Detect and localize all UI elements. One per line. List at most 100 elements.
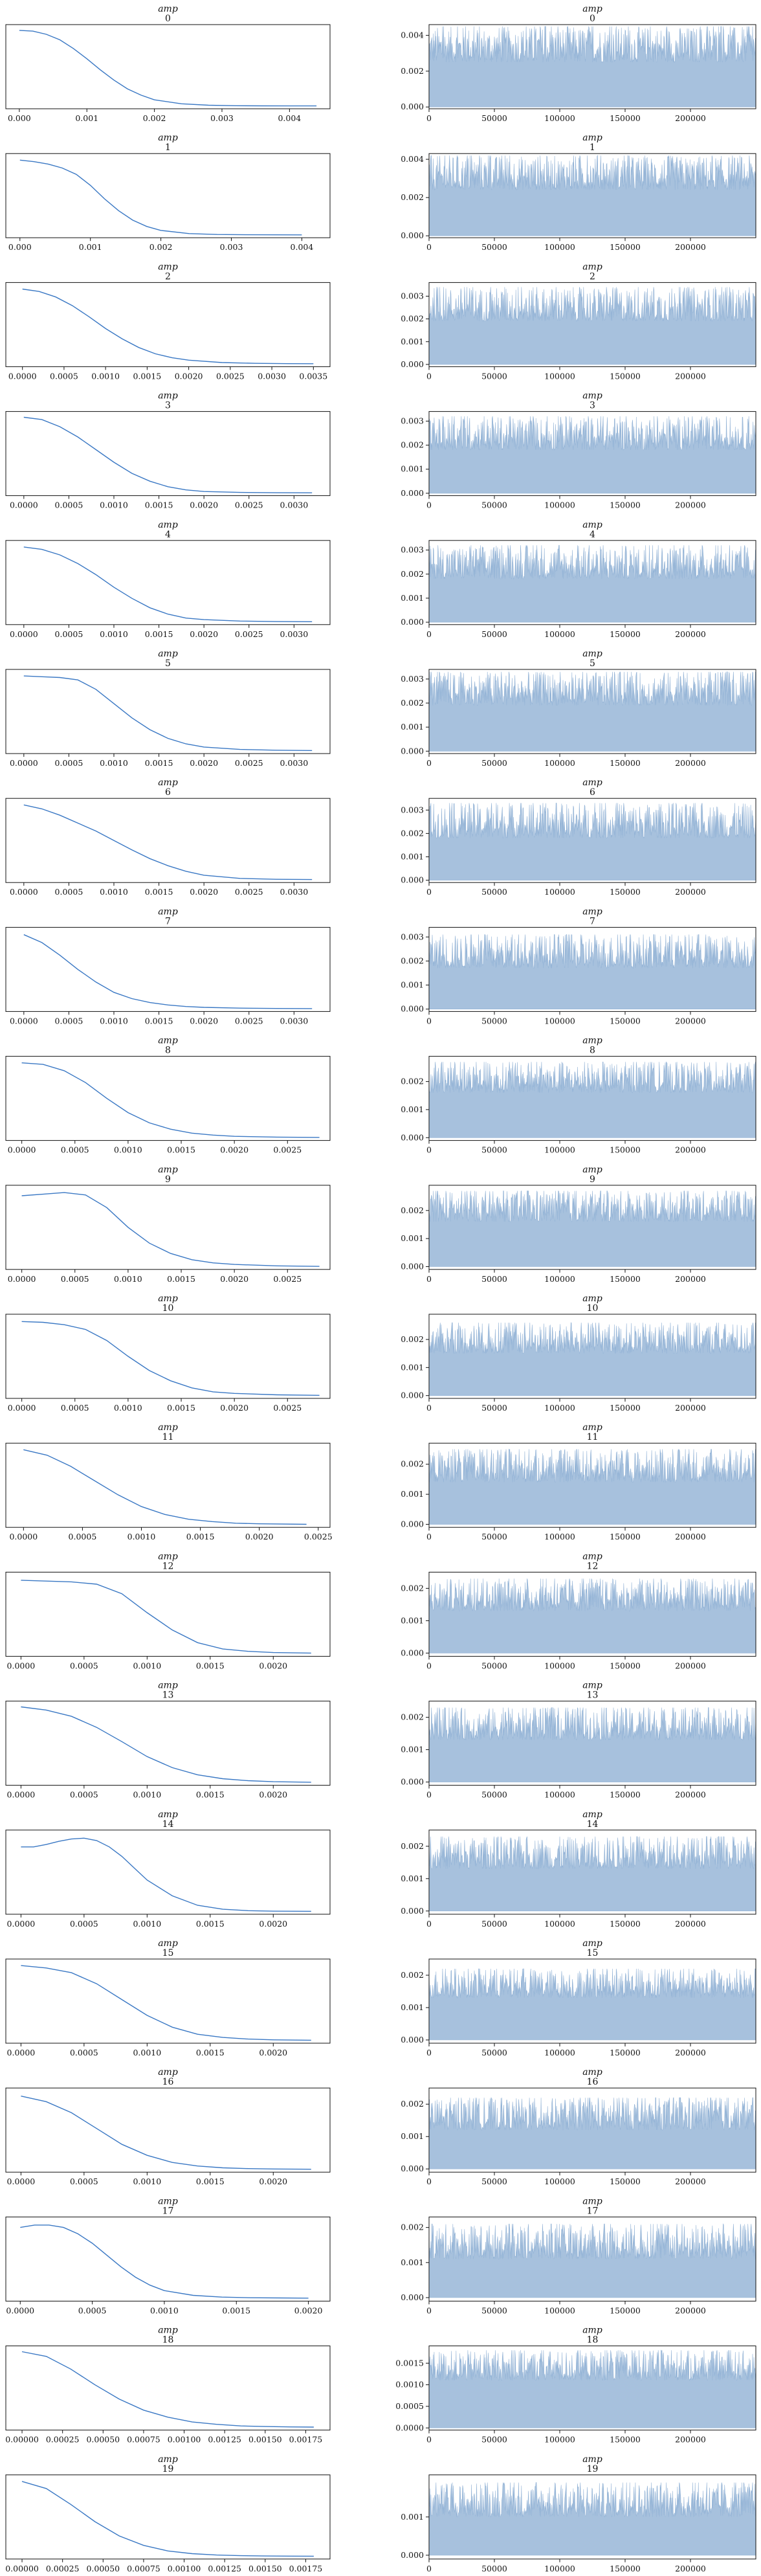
y-tick-label: 0.002 — [401, 66, 424, 76]
kde-curve — [23, 1449, 307, 1525]
kde-curve — [21, 1321, 320, 1396]
panel-title-index: 10 — [162, 1303, 174, 1314]
x-tick-label: 0.0030 — [280, 500, 308, 510]
kde-curve — [21, 1706, 311, 1783]
x-tick-label: 0.0000 — [8, 371, 37, 381]
x-tick-label: 0.0005 — [55, 758, 83, 768]
panel-title-index: 8 — [165, 1046, 171, 1056]
x-tick-label: 0.0000 — [10, 629, 38, 639]
x-tick-label: 0.0020 — [190, 887, 218, 897]
x-tick-label: 150000 — [610, 2048, 641, 2057]
x-tick-label: 100000 — [544, 1274, 575, 1284]
panel-title-var: amp — [582, 391, 602, 401]
x-tick-label: 0.0015 — [196, 1790, 225, 1800]
x-tick-label: 0.0030 — [280, 629, 308, 639]
x-tick-label: 0.00075 — [127, 2564, 160, 2573]
x-tick-label: 0.0010 — [133, 2048, 161, 2057]
axes-frame — [428, 2216, 756, 2302]
panel-title-var: amp — [582, 2454, 602, 2465]
kde-curve — [19, 30, 317, 107]
trace-samples — [428, 1707, 756, 1782]
y-tick-label: 0.001 — [401, 1745, 424, 1754]
x-tick-label: 200000 — [675, 1790, 706, 1800]
x-tick-label: 0.0005 — [70, 1790, 98, 1800]
axes-frame — [5, 1571, 331, 1657]
axes-frame — [428, 411, 756, 497]
y-tick-label: 0.000 — [401, 1648, 424, 1657]
y-tick-label: 0.000 — [401, 746, 424, 756]
x-tick-label: 0.0005 — [70, 2177, 98, 2186]
x-tick-label: 200000 — [675, 1403, 706, 1413]
trace-samples — [428, 1968, 756, 2041]
x-tick-label: 0.0025 — [235, 629, 263, 639]
panel-title-index: 11 — [587, 1432, 599, 1442]
panel-title-index: 17 — [587, 2206, 599, 2216]
x-tick-label: 0.00025 — [46, 2564, 80, 2573]
x-tick-label: 0.0025 — [235, 887, 263, 897]
x-tick-label: 100000 — [544, 500, 575, 510]
x-tick-label: 0.0010 — [133, 1919, 161, 1929]
axes-frame — [428, 1958, 756, 2044]
axes-frame — [428, 1571, 756, 1657]
y-tick-label: 0.002 — [401, 314, 424, 324]
panel-title-var: amp — [582, 1809, 602, 1820]
x-tick-label: 0.0000 — [7, 2177, 36, 2186]
x-tick-label: 0 — [426, 1016, 432, 1025]
x-tick-label: 0.002 — [143, 113, 166, 123]
x-tick-label: 0.0010 — [100, 629, 128, 639]
x-tick-label: 100000 — [544, 2305, 575, 2315]
panel-title-var: amp — [582, 1938, 602, 1949]
trace-samples — [428, 1061, 756, 1138]
x-tick-label: 0 — [426, 500, 432, 510]
trace-samples — [428, 803, 756, 880]
axes-frame — [428, 24, 756, 109]
panel-title-index: 18 — [162, 2335, 174, 2346]
x-tick-label: 100000 — [544, 1145, 575, 1155]
x-tick-label: 0.0025 — [216, 371, 245, 381]
x-tick-label: 0.0005 — [55, 500, 83, 510]
y-tick-label: 0.000 — [401, 1906, 424, 1916]
x-tick-label: 0.0005 — [50, 371, 78, 381]
panel-title-index: 11 — [162, 1432, 174, 1442]
axes-frame — [5, 282, 331, 367]
axes-frame — [428, 1701, 756, 1786]
panel-title-index: 15 — [162, 1948, 174, 1958]
axes-frame — [428, 2346, 756, 2431]
x-tick-label: 0.00000 — [5, 2564, 39, 2573]
y-tick-label: 0.002 — [401, 828, 424, 838]
y-tick-label: 0.003 — [401, 674, 424, 684]
y-tick-label: 0.000 — [401, 230, 424, 240]
axes-frame — [428, 1314, 756, 1399]
x-tick-label: 0.0000 — [8, 1145, 36, 1155]
x-tick-label: 0.0020 — [245, 1532, 274, 1541]
x-tick-label: 0.0000 — [7, 1790, 36, 1800]
x-tick-label: 150000 — [610, 2305, 641, 2315]
panel-title-index: 17 — [162, 2206, 174, 2216]
y-tick-label: 0.002 — [401, 1334, 424, 1344]
y-tick-label: 0.000 — [401, 1519, 424, 1529]
axes-frame — [5, 2474, 331, 2560]
x-tick-label: 0 — [426, 887, 432, 897]
kde-curve — [22, 288, 314, 364]
panel-title-var: amp — [582, 906, 602, 917]
x-tick-label: 0 — [426, 1145, 432, 1155]
x-tick-label: 0.0005 — [78, 2305, 107, 2315]
panel-title-index: 9 — [165, 1174, 171, 1185]
x-tick-label: 150000 — [610, 887, 641, 897]
x-tick-label: 0.0020 — [220, 1145, 248, 1155]
x-tick-label: 0.0000 — [10, 758, 38, 768]
panel-title-var: amp — [582, 2325, 602, 2336]
x-tick-label: 0.000 — [8, 113, 31, 123]
panel-title-index: 14 — [162, 1819, 174, 1830]
x-tick-label: 0.0020 — [259, 2177, 287, 2186]
x-tick-label: 0.0010 — [133, 2177, 161, 2186]
